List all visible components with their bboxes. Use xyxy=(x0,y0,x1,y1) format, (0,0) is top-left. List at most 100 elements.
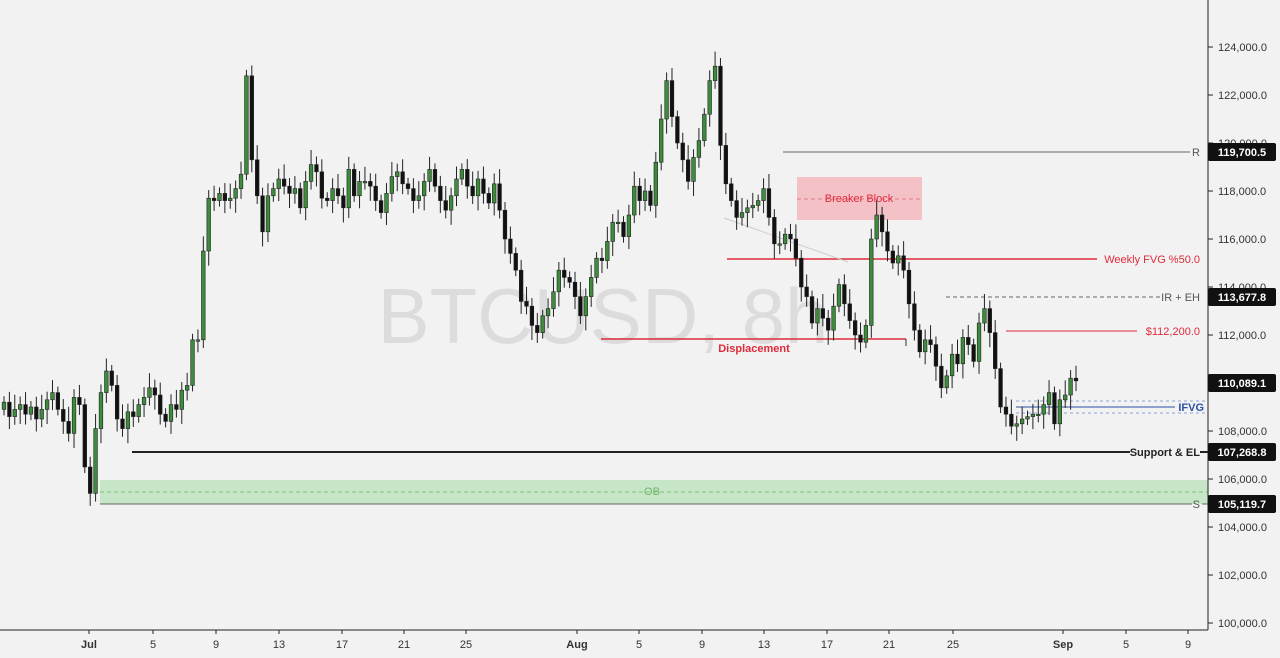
candle xyxy=(400,159,405,195)
candle xyxy=(761,178,766,214)
x-tick-label: 17 xyxy=(336,639,348,651)
candle xyxy=(858,322,863,353)
x-tick-label: 9 xyxy=(699,639,705,651)
candle-body xyxy=(723,145,728,185)
price-axis[interactable]: 100,000.0 102,000.0 104,000.0 106,000.0 108,… xyxy=(1208,42,1267,630)
price-tag-label: 107,268.8 xyxy=(1218,447,1267,459)
candle-body xyxy=(793,238,799,259)
candle xyxy=(513,247,518,277)
candle-body xyxy=(976,322,982,362)
candle xyxy=(228,183,233,209)
candle xyxy=(572,271,578,310)
x-tick-label: 21 xyxy=(883,639,895,651)
candle-body xyxy=(761,188,766,201)
candle-body xyxy=(271,188,276,197)
candle xyxy=(378,194,384,219)
candle xyxy=(540,309,545,339)
candle xyxy=(1063,380,1068,408)
candle-body xyxy=(896,255,901,264)
candle-body xyxy=(373,185,378,201)
candle-body xyxy=(826,317,831,331)
candle xyxy=(244,69,249,181)
candle-body xyxy=(131,411,136,417)
candle-body xyxy=(7,401,12,417)
candle xyxy=(77,384,82,415)
candle-body xyxy=(325,197,330,201)
candle-body xyxy=(858,334,863,343)
candle xyxy=(346,156,351,219)
y-tick-label: 104,000.0 xyxy=(1218,522,1267,534)
candle-body xyxy=(39,409,44,420)
candle-body xyxy=(492,183,497,204)
candle-body xyxy=(815,308,820,324)
candle xyxy=(93,413,98,502)
candle-body xyxy=(960,337,966,365)
candle xyxy=(443,185,448,219)
candle-body xyxy=(481,178,486,194)
candle-body xyxy=(211,197,217,201)
candle xyxy=(782,228,788,250)
candle xyxy=(949,343,955,389)
candle-body xyxy=(653,161,658,206)
candle-body xyxy=(486,193,491,204)
candle-body xyxy=(502,209,508,240)
candle xyxy=(448,187,454,225)
candle-body xyxy=(993,332,998,369)
candle xyxy=(1019,406,1025,435)
candle-body xyxy=(863,325,869,343)
candle-body xyxy=(1030,413,1036,417)
level-label-displacement: Displacement xyxy=(718,343,790,355)
candle-body xyxy=(696,140,702,158)
candle-body xyxy=(71,397,77,434)
x-tick-label: 9 xyxy=(1185,639,1191,651)
price-axis-background xyxy=(1208,0,1280,658)
candle-body xyxy=(874,214,879,240)
candle-body xyxy=(378,200,384,213)
candle xyxy=(826,310,831,345)
candle xyxy=(470,171,475,204)
level-label-s: S xyxy=(1193,499,1200,511)
candle-body xyxy=(949,353,955,377)
time-axis[interactable]: Jul 5 9 13 17 21 25 Aug 5 9 13 17 21 25 Sep 5 9 xyxy=(81,630,1191,651)
candle-body xyxy=(497,183,502,211)
candle xyxy=(976,312,982,374)
candle xyxy=(1073,365,1079,392)
candle xyxy=(939,353,944,399)
candle xyxy=(109,365,114,392)
candle xyxy=(1009,399,1014,435)
candle xyxy=(222,183,227,214)
candle xyxy=(206,190,211,266)
candle-body xyxy=(853,320,858,336)
candle-body xyxy=(739,212,745,218)
candle xyxy=(519,259,524,314)
candle xyxy=(1052,386,1057,430)
candle-body xyxy=(341,195,346,209)
candle xyxy=(330,178,335,214)
level-label-r: R xyxy=(1192,147,1200,159)
candle-body xyxy=(1057,399,1062,425)
candle xyxy=(863,319,869,349)
candle xyxy=(723,132,728,195)
candle-body xyxy=(368,181,373,187)
candle xyxy=(944,369,949,394)
candle xyxy=(211,185,217,211)
candle-body xyxy=(594,257,599,278)
candle-body xyxy=(788,233,793,240)
candle xyxy=(341,187,346,223)
candle-body xyxy=(195,339,201,342)
candle xyxy=(1068,370,1073,410)
candle xyxy=(438,175,443,214)
candle xyxy=(201,236,206,348)
candle-body xyxy=(163,413,168,422)
candle-body xyxy=(114,385,120,420)
candle xyxy=(874,200,879,248)
candle-body xyxy=(1068,377,1073,396)
candle-body xyxy=(34,406,39,420)
candle-body xyxy=(465,169,470,187)
candle xyxy=(535,312,540,343)
candle xyxy=(955,339,960,372)
candle-body xyxy=(966,337,971,345)
candle-body xyxy=(174,404,179,410)
candle xyxy=(734,190,739,230)
